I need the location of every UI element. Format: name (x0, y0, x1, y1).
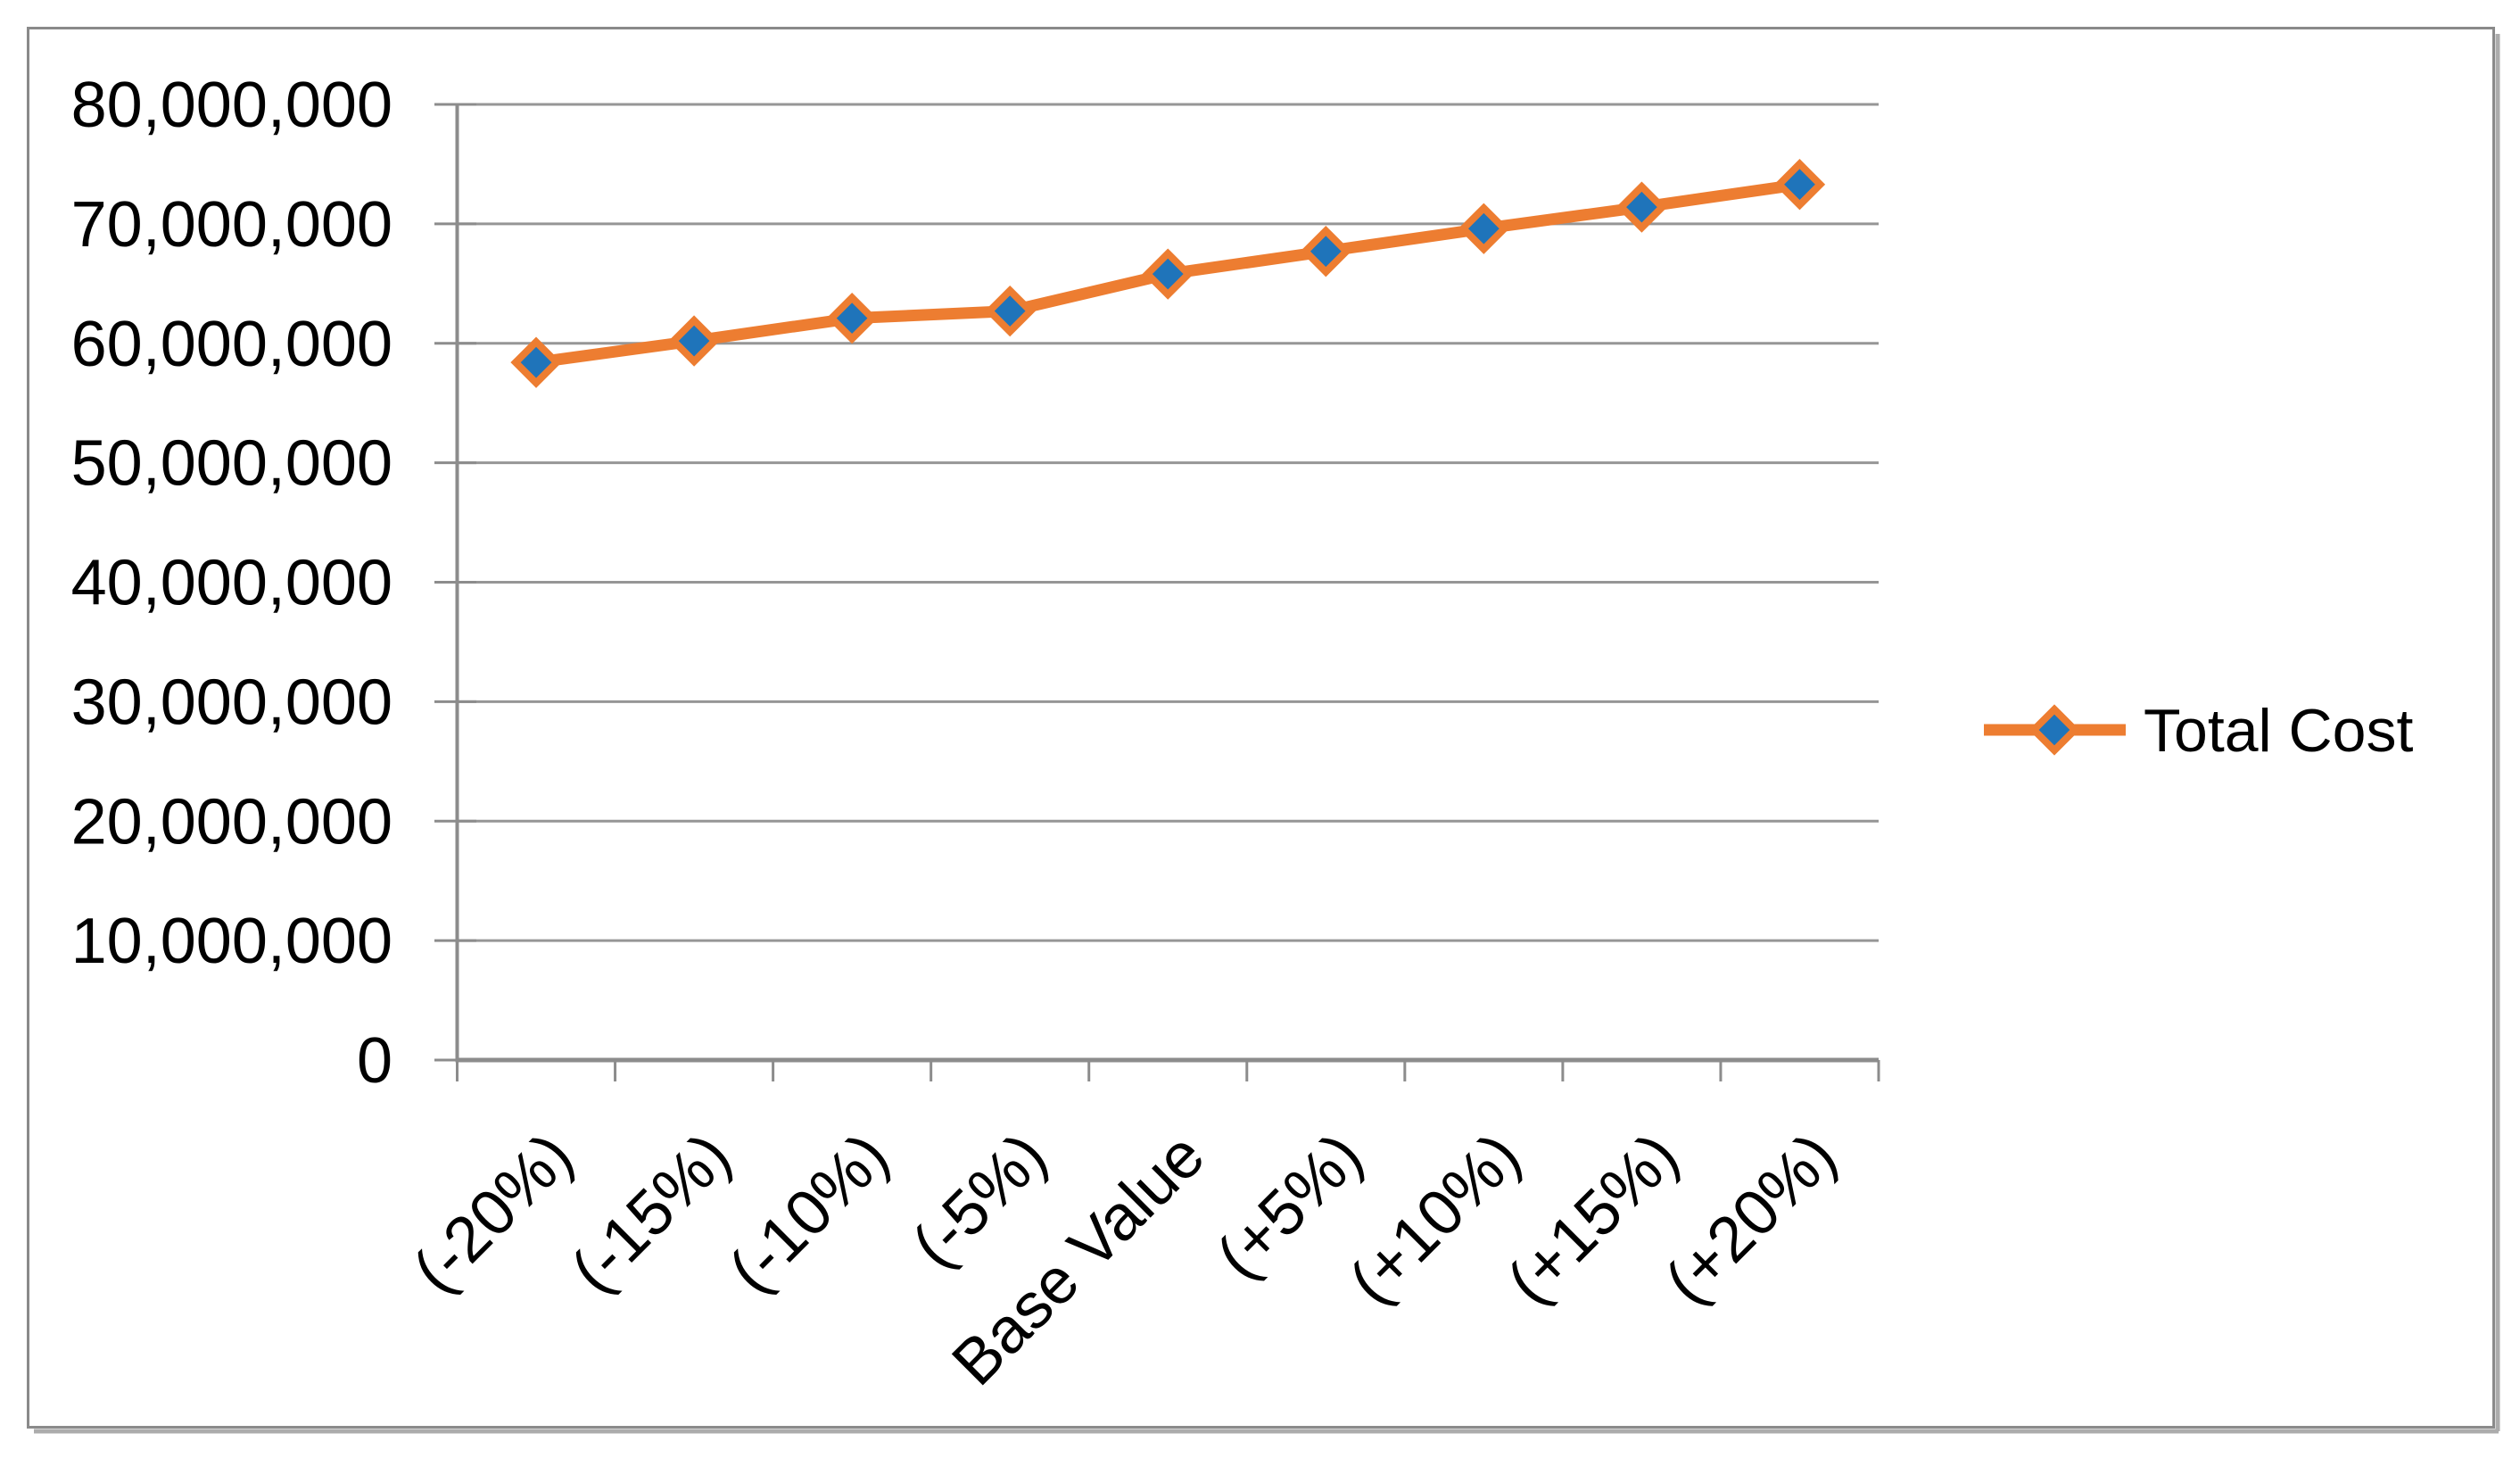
y-axis-tick-label: 30,000,000 (71, 667, 392, 738)
legend: Total Cost (1984, 697, 2413, 765)
legend-label: Total Cost (2144, 697, 2413, 765)
data-point-marker-icon (510, 336, 562, 388)
data-point-marker-icon (984, 285, 1036, 337)
data-point-marker-icon (1142, 248, 1194, 300)
y-axis-tick-label: 80,000,000 (71, 70, 392, 141)
data-point-marker-icon (1615, 181, 1668, 233)
y-axis-tick-label: 10,000,000 (71, 906, 392, 977)
y-axis-tick-label: 0 (357, 1025, 392, 1097)
y-axis-tick-label: 20,000,000 (71, 786, 392, 857)
legend-diamond-marker-icon (2028, 704, 2080, 756)
data-point-marker-icon (826, 292, 878, 344)
y-axis-tick-label: 60,000,000 (71, 309, 392, 380)
series-layer (510, 159, 1826, 388)
data-point-marker-icon (668, 315, 720, 367)
data-point-marker-icon (1458, 203, 1510, 254)
data-point-marker-icon (1300, 226, 1351, 278)
y-axis-tick-label: 70,000,000 (71, 189, 392, 261)
y-axis-tick-label: 50,000,000 (71, 428, 392, 500)
y-axis-tick-label: 40,000,000 (71, 548, 392, 619)
data-point-marker-icon (1773, 159, 1826, 211)
y-axis-labels-layer: 0 10,000,000 20,000,000 30,000,000 40,000,00… (71, 70, 392, 1097)
axis-lines-layer (455, 104, 1879, 1063)
